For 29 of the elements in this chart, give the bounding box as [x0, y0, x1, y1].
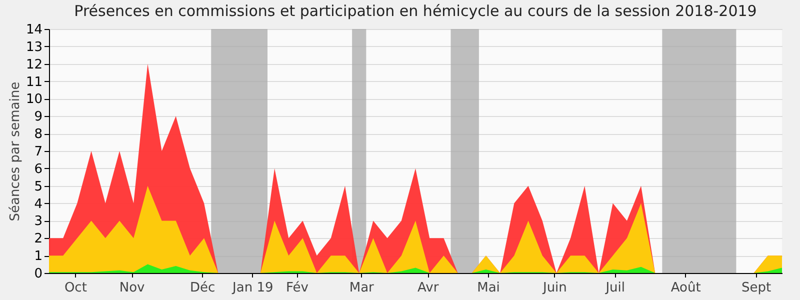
y-tick-label: 8 [34, 127, 42, 142]
y-tick-label: 5 [34, 179, 42, 194]
x-tick-label: Mai [477, 280, 500, 296]
y-tick-label: 0 [34, 266, 42, 282]
y-tick-label: 14 [26, 22, 42, 38]
y-tick-label: 7 [34, 144, 42, 160]
x-tick-label: Oct [64, 280, 87, 296]
x-tick-label: Nov [119, 280, 146, 296]
x-tick-label: Déc [190, 280, 216, 296]
y-tick-label: 6 [34, 162, 42, 177]
y-tick-label: 10 [26, 92, 42, 108]
x-tick-label: Sept [742, 280, 772, 296]
chart-title: Présences en commissions et participation en hémicycle au cours de la session 2018-2019 [74, 2, 757, 20]
y-tick-label: 2 [34, 232, 42, 247]
x-tick-label: Avr [417, 280, 440, 296]
y-axis-title: Séances par semaine [8, 82, 23, 222]
x-tick-label: Mar [349, 280, 375, 296]
y-tick-label: 13 [26, 40, 42, 55]
y-tick-label: 9 [34, 110, 42, 125]
x-tick-label: Jan 19 [232, 280, 274, 296]
x-tick-label: Juin [542, 280, 567, 296]
y-tick-label: 12 [26, 57, 42, 72]
x-tick-label: Juil [604, 280, 626, 296]
y-tick-label: 11 [26, 74, 42, 90]
y-tick-label: 4 [34, 196, 42, 212]
y-tick-label: 1 [34, 249, 42, 264]
x-tick-label: Fév [286, 280, 309, 296]
y-tick-label: 3 [34, 214, 42, 230]
x-tick-label: Août [670, 280, 701, 296]
